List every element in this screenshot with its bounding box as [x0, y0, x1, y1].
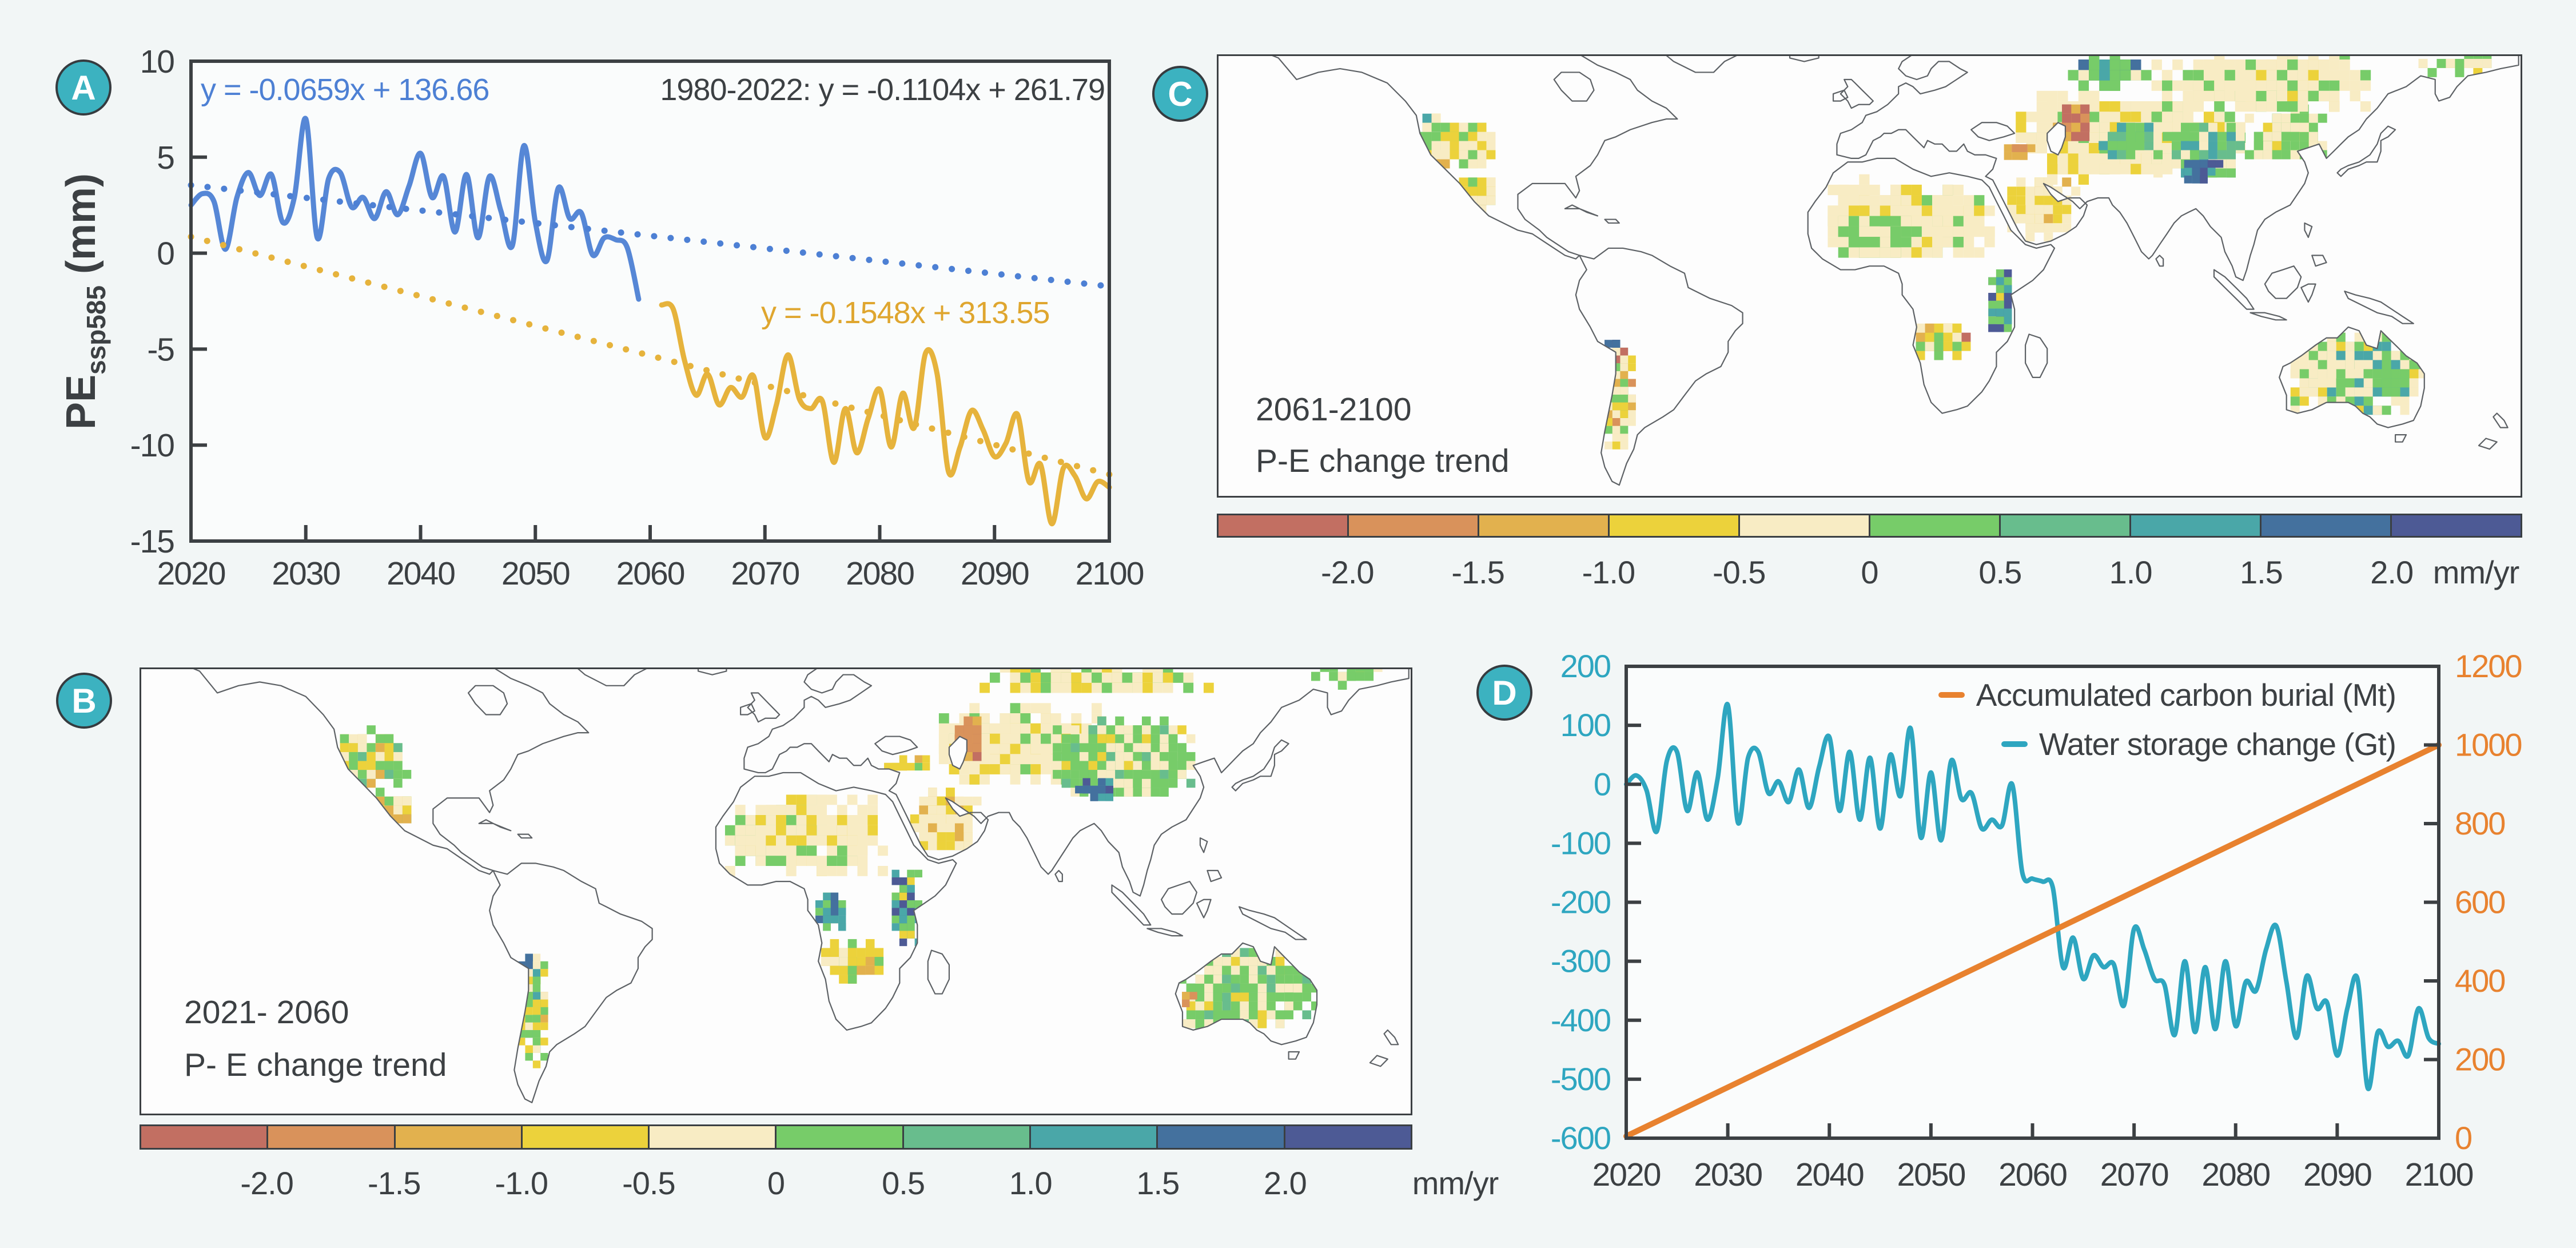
colorbar-cell [266, 1124, 396, 1150]
panel-c-variable-label: P-E change trend [1256, 443, 1510, 479]
colorbar-cell [902, 1124, 1032, 1150]
panel-b-variable-label: P- E change trend [184, 1047, 447, 1083]
colorbar-cell [1217, 514, 1349, 538]
orange-line-swatch-icon [1938, 692, 1965, 698]
panel-b-badge-letter: B [71, 681, 97, 720]
legend-label-water-storage: Water storage change (Gt) [2038, 726, 2396, 762]
panel-b-badge: B [56, 673, 112, 729]
panel-c-colorbar [1217, 514, 2522, 538]
svg-text:2050: 2050 [501, 555, 570, 592]
colorbar-cell [1869, 514, 2001, 538]
svg-text:-15: -15 [130, 523, 174, 560]
colorbar-tick-label: 2.0 [1263, 1165, 1307, 1201]
colorbar-tick-label: -1.0 [495, 1165, 548, 1201]
panel-a-badge: A [55, 59, 112, 116]
panel-c-colorbar-unit: mm/yr [2432, 554, 2520, 590]
colorbar-tick-label: 0.5 [1978, 554, 2022, 590]
svg-text:10: 10 [140, 43, 174, 80]
teal-line-swatch-icon [2001, 741, 2028, 747]
svg-text:2080: 2080 [846, 555, 914, 592]
panel-d-badge: D [1476, 665, 1532, 721]
panel-c-badge: C [1152, 66, 1208, 122]
panel-d-badge-letter: D [1492, 673, 1517, 712]
colorbar-cell [1738, 514, 1870, 538]
colorbar-tick-label: -2.0 [240, 1165, 293, 1201]
svg-text:5: 5 [157, 140, 174, 176]
panel-b-colorbar-unit: mm/yr [1412, 1165, 1499, 1201]
panel-d-legend: Accumulated carbon burial (Mt) Water sto… [1653, 670, 2396, 769]
colorbar-cell [2260, 514, 2392, 538]
panel-a-badge-letter: A [71, 68, 96, 107]
svg-text:2030: 2030 [272, 555, 340, 592]
colorbar-cell [1999, 514, 2131, 538]
svg-text:2020: 2020 [157, 555, 225, 592]
colorbar-cell [393, 1124, 523, 1150]
legend-label-carbon-burial: Accumulated carbon burial (Mt) [1976, 677, 2396, 713]
svg-text:2040: 2040 [387, 555, 455, 592]
colorbar-tick-label: 0 [767, 1165, 785, 1201]
svg-text:2060: 2060 [616, 555, 684, 592]
colorbar-tick-label: -0.5 [1712, 554, 1766, 590]
panel-c-badge-letter: C [1168, 74, 1193, 113]
colorbar-cell [1029, 1124, 1158, 1150]
panel-b-map [140, 667, 1412, 1115]
colorbar-tick-label: -1.5 [367, 1165, 421, 1201]
colorbar-cell [140, 1124, 269, 1150]
colorbar-tick-label: 1.0 [2109, 554, 2153, 590]
colorbar-tick-label: 1.5 [1136, 1165, 1180, 1201]
legend-item-water-storage: Water storage change (Gt) [1653, 720, 2396, 769]
svg-text:-5: -5 [147, 331, 174, 368]
panel-c-map [1217, 54, 2522, 498]
colorbar-tick-label: -1.5 [1451, 554, 1504, 590]
colorbar-tick-label: -1.0 [1582, 554, 1635, 590]
legend-item-carbon-burial: Accumulated carbon burial (Mt) [1653, 670, 2396, 720]
colorbar-tick-label: -2.0 [1321, 554, 1374, 590]
colorbar-cell [1608, 514, 1740, 538]
colorbar-tick-label: 0 [1861, 554, 1878, 590]
svg-text:-10: -10 [130, 427, 174, 464]
colorbar-cell [648, 1124, 777, 1150]
equation-historical: 1980-2022: y = -0.1104x + 261.79 [660, 73, 1105, 107]
colorbar-cell [1478, 514, 1610, 538]
panel-b-period-label: 2021- 2060 [184, 994, 349, 1031]
colorbar-tick-label: 1.5 [2239, 554, 2283, 590]
colorbar-tick-label: 1.0 [1009, 1165, 1053, 1201]
colorbar-cell [1347, 514, 1479, 538]
equation-yellow-trend: y = -0.1548x + 313.55 [761, 296, 1050, 330]
panel-b-colorbar [140, 1124, 1412, 1150]
svg-text:2100: 2100 [1076, 555, 1144, 592]
equation-blue-trend: y = -0.0659x + 136.66 [201, 73, 489, 107]
colorbar-tick-label: -0.5 [622, 1165, 675, 1201]
panel-a-y-axis-label: PEssp585 (mm) [58, 173, 111, 430]
svg-text:2070: 2070 [731, 555, 799, 592]
colorbar-cell [1156, 1124, 1285, 1150]
colorbar-cell [2129, 514, 2262, 538]
colorbar-cell [1283, 1124, 1412, 1150]
colorbar-tick-label: 0.5 [882, 1165, 925, 1201]
svg-text:2090: 2090 [961, 555, 1029, 592]
svg-text:0: 0 [157, 236, 174, 272]
colorbar-cell [775, 1124, 904, 1150]
panel-c-period-label: 2061-2100 [1256, 391, 1412, 428]
colorbar-tick-label: 2.0 [2370, 554, 2414, 590]
colorbar-cell [2390, 514, 2522, 538]
colorbar-cell [520, 1124, 650, 1150]
